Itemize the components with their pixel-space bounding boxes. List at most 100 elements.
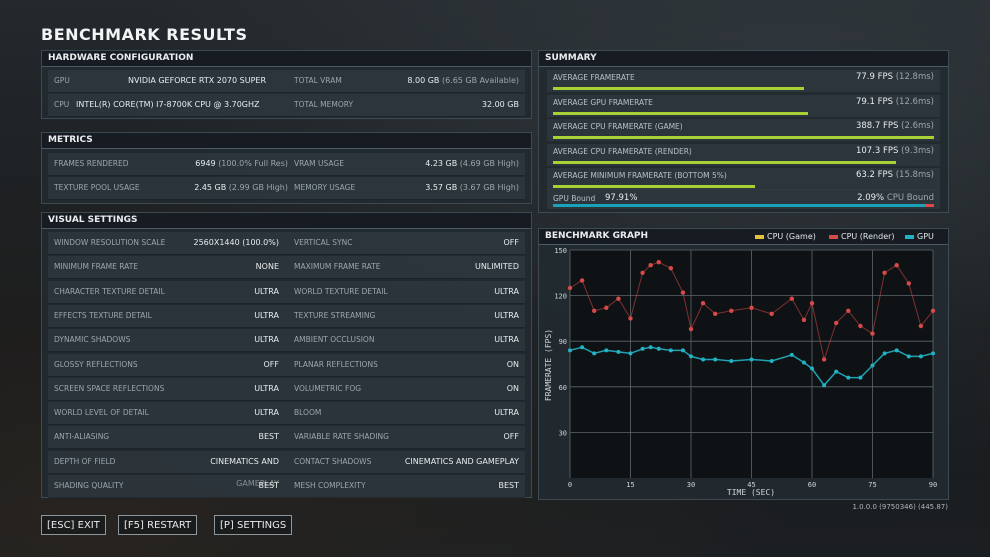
summary-sub: (12.6ms): [895, 96, 934, 107]
setting-value: ULTRA: [254, 383, 279, 393]
summary-row: AVERAGE CPU FRAMERATE (GAME) 388.7 FPS (2…: [547, 119, 940, 141]
summary-value-group: 77.9 FPS (12.8ms): [856, 72, 934, 82]
setting-value: ULTRA: [494, 286, 519, 296]
memory-label: TOTAL MEMORY: [294, 100, 354, 109]
exit-button[interactable]: [ESC] EXIT: [41, 515, 106, 535]
legend-gpu: GPU: [905, 230, 934, 243]
hardware-row-cpu: CPU INTEL(R) CORE(TM) I7-8700K CPU @ 3.7…: [48, 94, 525, 117]
setting-value: ULTRA: [254, 408, 279, 418]
visual-setting-row: DEPTH OF FIELD CINEMATICS AND GAMEPLAY CON…: [48, 450, 525, 488]
gpu-series-line: [569, 346, 934, 387]
setting-label: CHARACTER TEXTURE DETAIL: [54, 286, 165, 296]
setting-value: ON: [506, 359, 519, 369]
metrics-heading: METRICS: [42, 133, 531, 149]
summary-sub: (2.6ms): [901, 121, 934, 131]
texture-pool-label: TEXTURE POOL USAGE: [54, 183, 140, 192]
frames-group: 6949 (100.0% Full Res): [178, 153, 288, 175]
x-tick-label: 15: [626, 481, 634, 489]
summary-sub: (15.8ms): [895, 170, 934, 180]
setting-label: EFFECTS TEXTURE DETAIL: [54, 310, 152, 320]
summary-sub: (12.8ms): [895, 72, 934, 82]
x-tick-label: 0: [568, 481, 572, 489]
summary-label: AVERAGE GPU FRAMERATE: [553, 97, 653, 107]
summary-value-group: 388.7 FPS (2.6ms): [856, 121, 934, 131]
summary-row: AVERAGE FRAMERATE 77.9 FPS (12.8ms): [547, 70, 940, 92]
summary-bar: [553, 111, 809, 115]
setting-value: OFF: [263, 359, 280, 369]
vram-usage-group: 4.23 GB (4.69 GB High): [425, 153, 519, 175]
x-tick-label: 75: [868, 481, 876, 489]
vram-value: 8.00 GB: [407, 76, 440, 85]
setting-label: CONTACT SHADOWS: [294, 456, 372, 466]
setting-value: ULTRA: [494, 310, 519, 320]
visual-setting-row: CHARACTER TEXTURE DETAIL ULTRA WORLD TEXTU…: [48, 280, 525, 304]
vram-value-group: 8.00 GB (6.65 GB Available): [407, 70, 519, 92]
visual-setting-row: SHADING QUALITY BEST MESH COMPLEXITY BEST: [48, 475, 525, 498]
summary-bar: [553, 136, 934, 139]
setting-value: ULTRA: [494, 335, 519, 345]
summary-row: AVERAGE MINIMUM FRAMERATE (BOTTOM 5%) 63.…: [547, 168, 940, 190]
hardware-heading: HARDWARE CONFIGURATION: [42, 51, 531, 67]
version-text: 1.0.0.0 (9750346) (445.87): [852, 503, 948, 511]
summary-value: 388.7 FPS: [855, 121, 899, 131]
summary-value-group: 63.2 FPS (15.8ms): [856, 170, 934, 180]
vram-sub: (6.65 GB Available): [441, 76, 519, 85]
summary-value: 77.9 FPS: [855, 72, 894, 82]
settings-button[interactable]: [P] SETTINGS: [214, 515, 293, 535]
setting-label: BLOOM: [294, 408, 322, 418]
setting-label: MESH COMPLEXITY: [294, 481, 366, 490]
setting-label: WORLD TEXTURE DETAIL: [294, 286, 388, 296]
setting-value: OFF: [503, 432, 520, 442]
x-tick-label: 90: [929, 481, 937, 489]
visual-setting-row: EFFECTS TEXTURE DETAIL ULTRA TEXTURE STREA…: [48, 304, 525, 328]
texture-pool-sub: (2.99 GB High): [228, 183, 288, 192]
legend-gpu-label: GPU: [917, 232, 934, 241]
metrics-panel: METRICS FRAMES RENDERED 6949 (100.0% Ful…: [41, 132, 532, 204]
summary-label: AVERAGE MINIMUM FRAMERATE (BOTTOM 5%): [553, 171, 727, 180]
summary-panel: SUMMARY AVERAGE FRAMERATE 77.9 FPS (12.8m…: [538, 50, 949, 213]
setting-label: DYNAMIC SHADOWS: [54, 335, 131, 345]
gpu-bound-value: 97.91%: [605, 193, 638, 203]
visual-setting-row: SCREEN SPACE REFLECTIONS ULTRA VOLUMETRIC …: [48, 377, 525, 401]
vram-usage-value: 4.23 GB: [425, 159, 458, 168]
setting-label: WINDOW RESOLUTION SCALE: [54, 238, 166, 247]
y-tick-label: 90: [559, 338, 567, 346]
summary-heading: SUMMARY: [539, 51, 948, 67]
summary-value: 63.2 FPS: [855, 170, 894, 180]
visual-setting-row: DYNAMIC SHADOWS ULTRA AMBIENT OCCLUSION ULT…: [48, 329, 525, 353]
setting-label: VOLUMETRIC FOG: [294, 383, 362, 393]
cpu-label: CPU: [54, 100, 70, 109]
cpu-bound-bar: [926, 204, 934, 207]
setting-label: VARIABLE RATE SHADING: [294, 432, 389, 442]
setting-value: ON: [506, 383, 519, 393]
summary-value-group: 107.3 FPS (9.3ms): [856, 146, 934, 156]
setting-value: ULTRA: [494, 408, 519, 418]
setting-value: BEST: [258, 481, 279, 490]
setting-value: ULTRA: [254, 310, 279, 320]
gpu-bound-bar: [553, 204, 927, 207]
cpu-bound-group: 2.09% CPU Bound: [857, 193, 934, 203]
vram-label: TOTAL VRAM: [294, 76, 342, 85]
setting-value: UNLIMITED: [474, 262, 519, 272]
setting-value: ULTRA: [254, 335, 279, 345]
setting-label: TEXTURE STREAMING: [294, 310, 376, 320]
restart-button[interactable]: [F5] RESTART: [118, 515, 198, 535]
legend-swatch-cpu-game: [755, 234, 764, 239]
summary-label: AVERAGE FRAMERATE: [553, 73, 635, 82]
memory-usage-label: MEMORY USAGE: [294, 183, 356, 192]
setting-label: ANTI-ALIASING: [54, 432, 110, 442]
setting-value: BEST: [258, 432, 279, 442]
setting-value: CINEMATICS AND GAMEPLAY: [210, 456, 279, 488]
legend-cpu-game: CPU (Game): [755, 230, 816, 243]
summary-label: AVERAGE CPU FRAMERATE (RENDER): [553, 146, 692, 156]
visual-setting-row: GLOSSY REFLECTIONS OFF PLANAR REFLECTIONS O…: [48, 353, 525, 377]
summary-bar: [553, 160, 896, 164]
metrics-row-2: TEXTURE POOL USAGE 2.45 GB (2.99 GB High…: [48, 177, 525, 200]
setting-label: GLOSSY REFLECTIONS: [54, 359, 138, 369]
summary-row: AVERAGE CPU FRAMERATE (RENDER) 107.3 FPS …: [547, 143, 940, 166]
setting-label: SHADING QUALITY: [54, 481, 124, 490]
frames-value: 6949: [195, 159, 216, 168]
setting-value: BEST: [498, 481, 519, 490]
legend-cpu-render-label: CPU (Render): [841, 232, 895, 241]
vram-usage-label: VRAM USAGE: [294, 159, 344, 168]
